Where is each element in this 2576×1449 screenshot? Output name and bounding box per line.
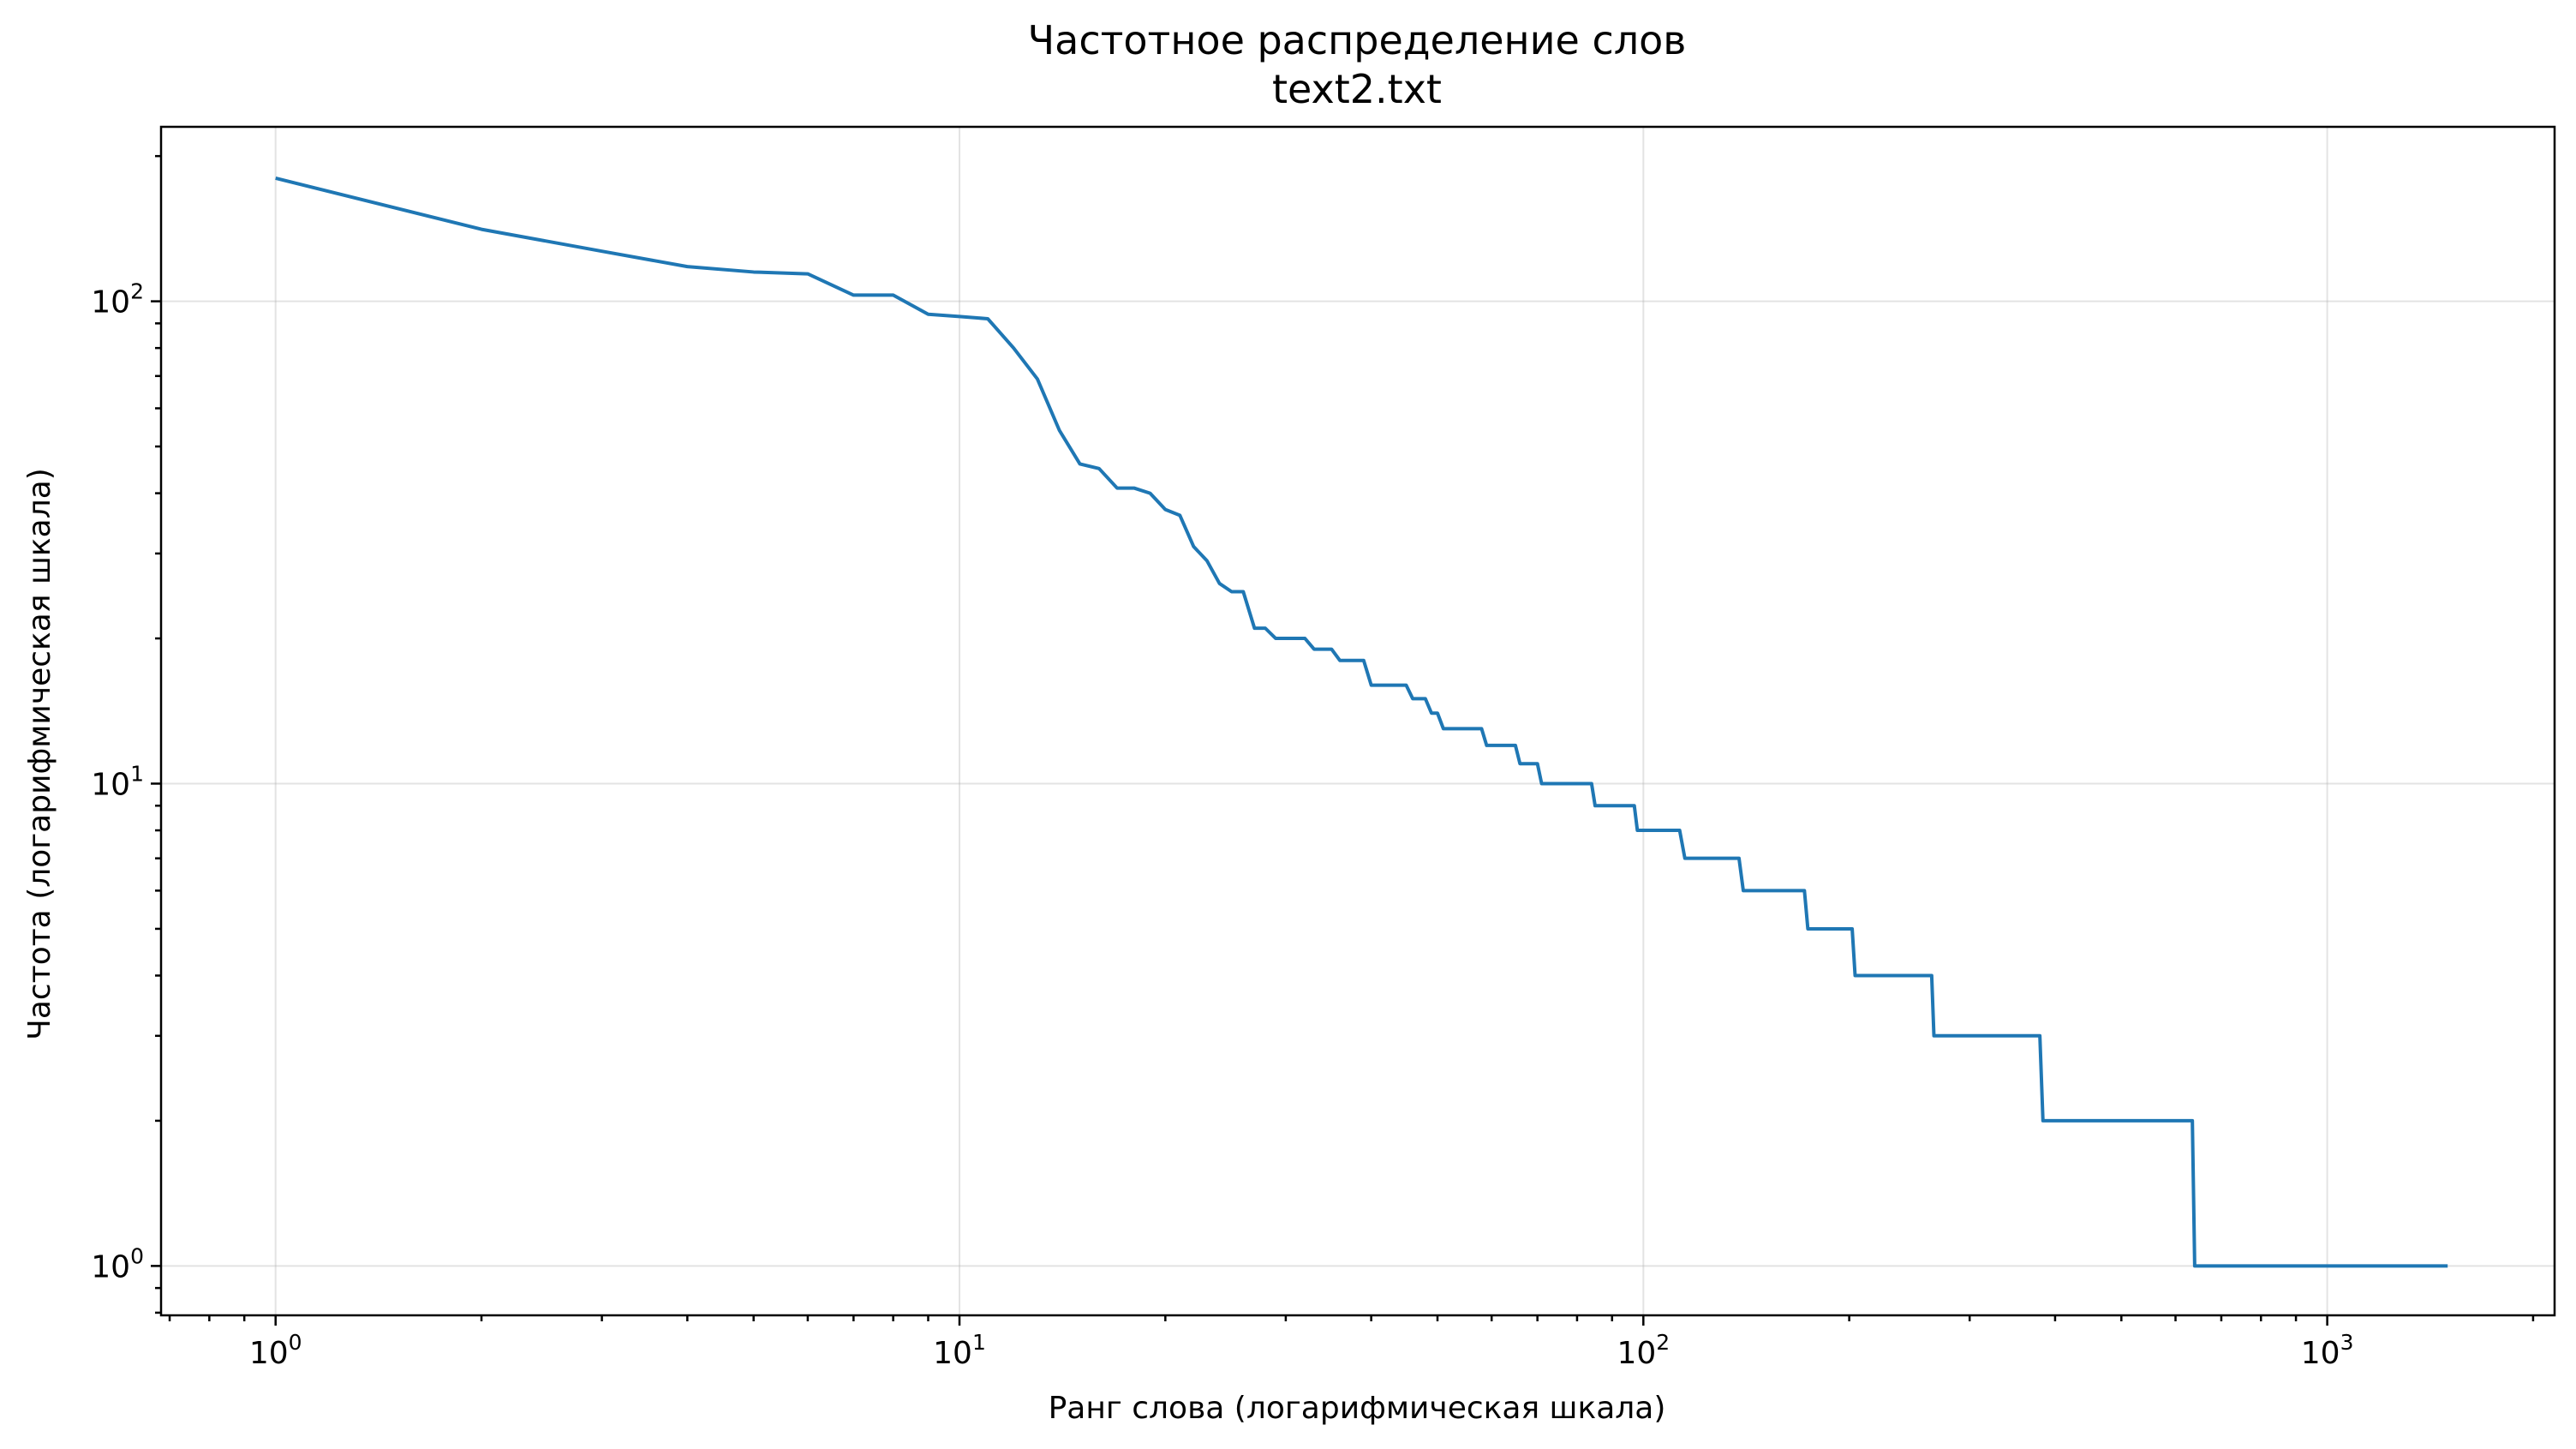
chart-subtitle: text2.txt (1272, 66, 1442, 112)
x-tick-label: 102 (1617, 1330, 1670, 1371)
y-tick-label: 102 (91, 279, 144, 320)
x-tick-label: 103 (2301, 1330, 2354, 1371)
chart-title: Частотное распределение слов (1028, 17, 1687, 63)
x-axis-label: Ранг слова (логарифмическая шкала) (1049, 1391, 1666, 1426)
series-line (275, 176, 2448, 1268)
x-tick-label: 101 (933, 1330, 986, 1371)
x-tick-label: 100 (249, 1330, 302, 1371)
y-axis-label: Частота (логарифмическая шкала) (22, 468, 57, 1040)
axis-ticks: 100 101 102 103 100 101 102 (91, 154, 2535, 1371)
y-tick-label: 100 (91, 1243, 144, 1284)
grid-lines (161, 127, 2555, 1315)
plot-frame (159, 125, 2556, 1317)
y-tick-label: 101 (91, 761, 144, 802)
data-series (275, 176, 2448, 1268)
